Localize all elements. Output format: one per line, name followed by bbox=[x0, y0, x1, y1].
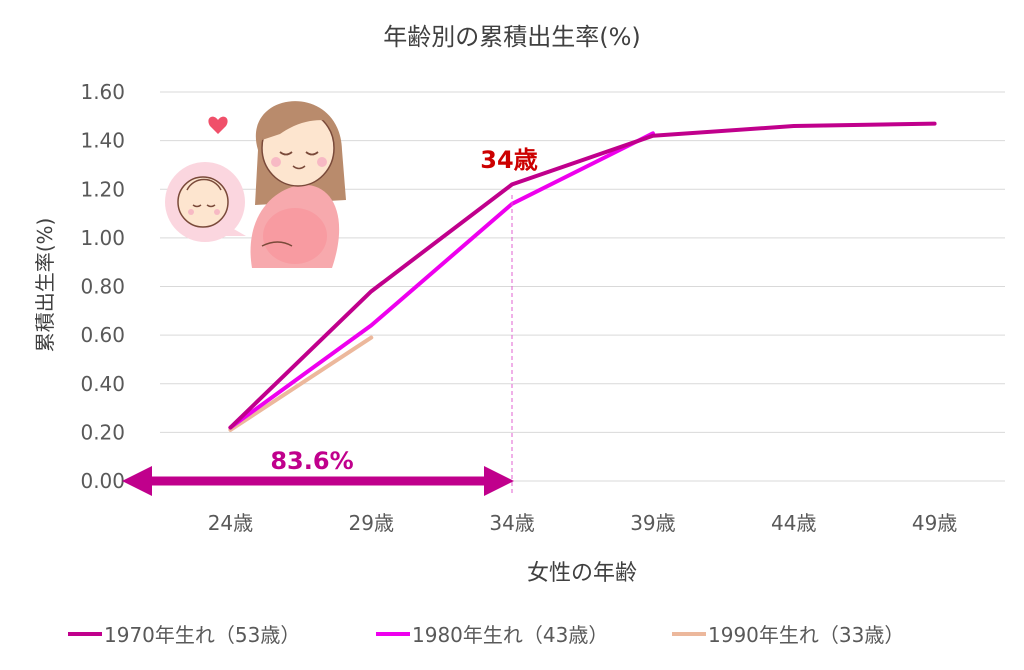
x-tick-label: 39歳 bbox=[630, 511, 675, 535]
y-tick-label: 1.00 bbox=[80, 226, 125, 250]
x-tick-label: 29歳 bbox=[349, 511, 394, 535]
x-tick-label: 24歳 bbox=[208, 511, 253, 535]
y-tick-label: 0.60 bbox=[80, 323, 125, 347]
range-arrow bbox=[122, 466, 514, 496]
y-tick-label: 0.80 bbox=[80, 275, 125, 299]
baby-face-icon bbox=[165, 162, 246, 242]
y-tick-label: 0.00 bbox=[80, 469, 125, 493]
age-marker-label: 34歳 bbox=[480, 146, 537, 174]
legend-label: 1980年生れ（43歳） bbox=[412, 623, 608, 647]
x-tick-label: 49歳 bbox=[912, 511, 957, 535]
y-tick-label: 1.40 bbox=[80, 129, 125, 153]
series-line bbox=[228, 131, 655, 430]
y-tick-label: 0.40 bbox=[80, 372, 125, 396]
x-tick-labels: 24歳 29歳 34歳 39歳 44歳 49歳 bbox=[208, 511, 958, 535]
x-tick-label: 34歳 bbox=[489, 511, 534, 535]
y-tick-labels: 0.00 0.20 0.40 0.60 0.80 1.00 1.20 1.40 1.60 bbox=[80, 80, 125, 493]
x-tick-label: 44歳 bbox=[771, 511, 816, 535]
series-lines bbox=[228, 121, 937, 432]
pregnant-woman-illustration bbox=[165, 101, 346, 268]
legend: 1970年生れ（53歳） 1980年生れ（43歳） 1990年生れ（33歳） bbox=[68, 623, 904, 647]
legend-label: 1970年生れ（53歳） bbox=[104, 623, 300, 647]
share-label: 83.6% bbox=[270, 447, 353, 475]
y-tick-label: 1.60 bbox=[80, 80, 125, 104]
y-tick-label: 0.20 bbox=[80, 420, 125, 444]
y-tick-label: 1.20 bbox=[80, 177, 125, 201]
series-line bbox=[228, 335, 374, 432]
chart-title: 年齢別の累積出生率(%) bbox=[383, 23, 641, 51]
legend-label: 1990年生れ（33歳） bbox=[708, 623, 904, 647]
series-line bbox=[228, 121, 937, 430]
heart-icon bbox=[208, 116, 228, 134]
y-axis-label: 累積出生率(%) bbox=[33, 218, 57, 353]
woman-figure bbox=[250, 101, 346, 268]
x-axis-label: 女性の年齢 bbox=[527, 561, 637, 586]
